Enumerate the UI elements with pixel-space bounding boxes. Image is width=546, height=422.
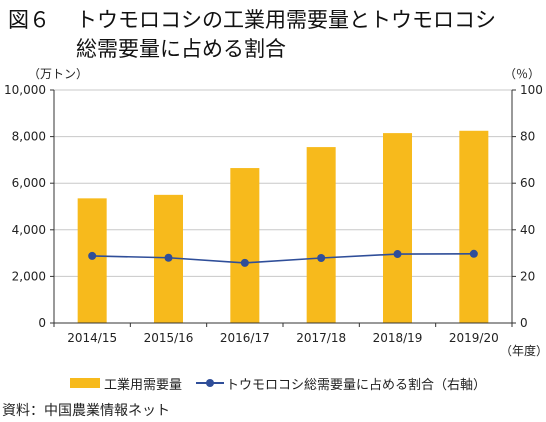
right-tick-label: 60: [520, 176, 535, 190]
share-point: [240, 258, 249, 267]
legend-line-label: トウモロコシ総需要量に占める割合（右軸）: [226, 377, 487, 393]
legend-line-swatch: [196, 378, 225, 388]
left-tick-label: 0: [38, 316, 46, 330]
right-tick-label: 40: [520, 223, 535, 237]
right-tick-label: 0: [520, 316, 528, 330]
legend-bar-label: 工業用需要量: [104, 377, 183, 393]
axes: [50, 89, 516, 327]
share-point: [164, 253, 173, 262]
bar: [77, 198, 107, 323]
bar: [383, 133, 412, 323]
share-point: [469, 249, 478, 258]
x-tick-label: 2014/15: [67, 331, 117, 345]
left-tick-label: 10,000: [4, 83, 46, 97]
chart-title: 図６ トウモロコシの工業用需要量とトウモロコシ 総需要量に占める割合: [8, 6, 544, 64]
x-tick-label: 2017/18: [296, 331, 346, 345]
bars: [77, 130, 489, 323]
bar: [459, 130, 489, 323]
bar: [230, 168, 260, 323]
x-tick-label: 2016/17: [220, 331, 270, 345]
left-tick-label: 6,000: [12, 176, 46, 190]
gridlines: [54, 89, 512, 277]
left-tick-label: 4,000: [12, 223, 46, 237]
right-tick-label: 20: [520, 269, 535, 283]
title-line-1: トウモロコシの工業用需要量とトウモロコシ: [76, 8, 496, 32]
tick-labels: 0 2,000 4,000 6,000 8,000 10,000 0 20 40 60 80 100 2…: [4, 83, 543, 345]
right-tick-label: 100: [520, 83, 543, 97]
bar: [306, 147, 336, 323]
right-axis-unit: （％）: [504, 67, 540, 81]
share-point: [88, 251, 97, 260]
title-line-2: 総需要量に占める割合: [76, 37, 286, 61]
legend-bar-swatch: [70, 378, 100, 388]
line-series: [88, 249, 478, 267]
share-point: [393, 250, 402, 259]
x-tick-label: 2018/19: [373, 331, 423, 345]
left-axis-unit: （万トン）: [28, 67, 88, 81]
figure-number: 図６: [8, 8, 50, 32]
legend: 工業用需要量 トウモロコシ総需要量に占める割合（右軸）: [70, 374, 487, 393]
source-note: 資料：中国農業情報ネット: [2, 403, 170, 419]
share-line: [92, 252, 474, 264]
share-point: [317, 253, 326, 262]
left-tick-label: 8,000: [12, 130, 46, 144]
right-tick-label: 80: [520, 130, 535, 144]
x-axis-unit: （年度）: [500, 343, 546, 358]
x-tick-label: 2015/16: [144, 331, 194, 345]
left-tick-label: 2,000: [12, 269, 46, 283]
x-tick-label: 2019/20: [449, 331, 499, 345]
